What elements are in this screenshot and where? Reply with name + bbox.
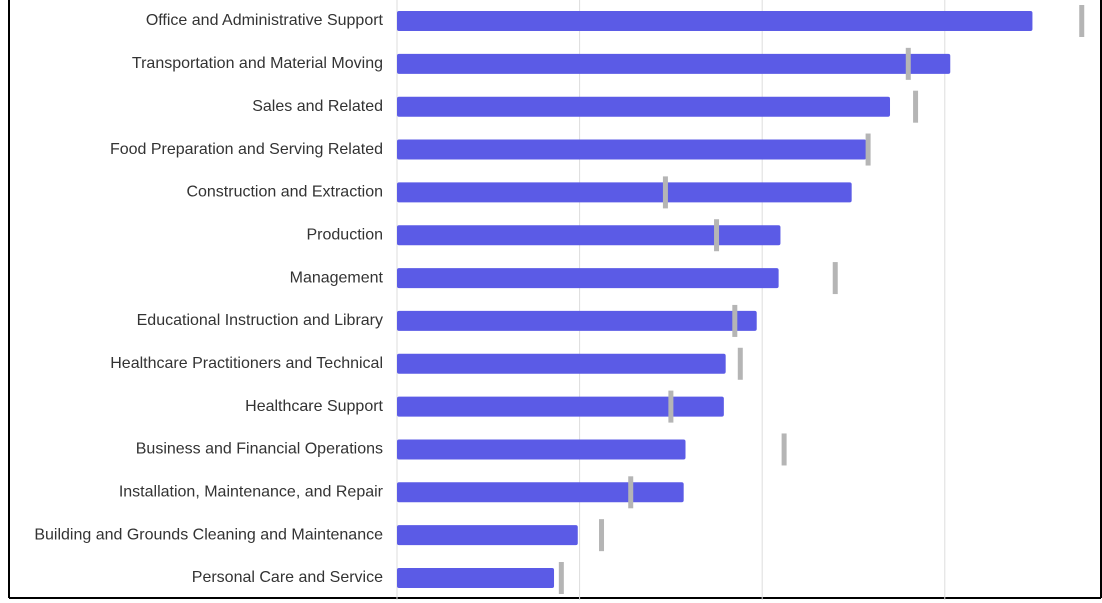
- target-marker: [905, 47, 911, 80]
- target-marker: [668, 390, 674, 423]
- bar: [397, 225, 781, 246]
- bar: [397, 525, 578, 546]
- bar: [397, 139, 867, 160]
- category-label: Office and Administrative Support: [146, 12, 384, 29]
- target-marker: [732, 304, 738, 337]
- category-label: Building and Grounds Cleaning and Mainte…: [34, 526, 383, 543]
- bar: [397, 396, 724, 417]
- target-marker: [662, 176, 668, 209]
- target-marker: [737, 347, 743, 380]
- bar: [397, 53, 951, 74]
- target-marker: [832, 262, 838, 295]
- category-label: Production: [307, 226, 384, 243]
- category-label: Educational Instruction and Library: [137, 312, 383, 329]
- category-label: Transportation and Material Moving: [132, 55, 383, 72]
- target-marker: [1079, 5, 1085, 37]
- target-marker: [558, 562, 564, 594]
- bar: [397, 353, 726, 374]
- target-marker: [781, 433, 787, 466]
- bar: [397, 182, 852, 203]
- bar: [397, 482, 684, 503]
- category-label: Healthcare Practitioners and Technical: [110, 355, 383, 372]
- target-marker: [628, 476, 634, 509]
- category-label: Installation, Maintenance, and Repair: [119, 484, 384, 501]
- category-label: Construction and Extraction: [186, 184, 383, 201]
- target-marker: [714, 219, 720, 252]
- target-marker: [599, 519, 605, 552]
- category-label: Food Preparation and Serving Related: [110, 141, 383, 158]
- bar: [397, 310, 757, 331]
- category-label: Sales and Related: [252, 98, 383, 115]
- category-label: Healthcare Support: [245, 398, 383, 415]
- bar: [397, 568, 555, 588]
- bar: [397, 268, 779, 289]
- category-label: Business and Financial Operations: [136, 441, 383, 458]
- category-label: Management: [290, 269, 384, 286]
- category-label: Personal Care and Service: [192, 569, 383, 586]
- bar: [397, 96, 891, 117]
- bar: [397, 439, 686, 460]
- target-marker: [865, 133, 871, 166]
- target-marker: [913, 90, 919, 123]
- bar: [397, 11, 1033, 31]
